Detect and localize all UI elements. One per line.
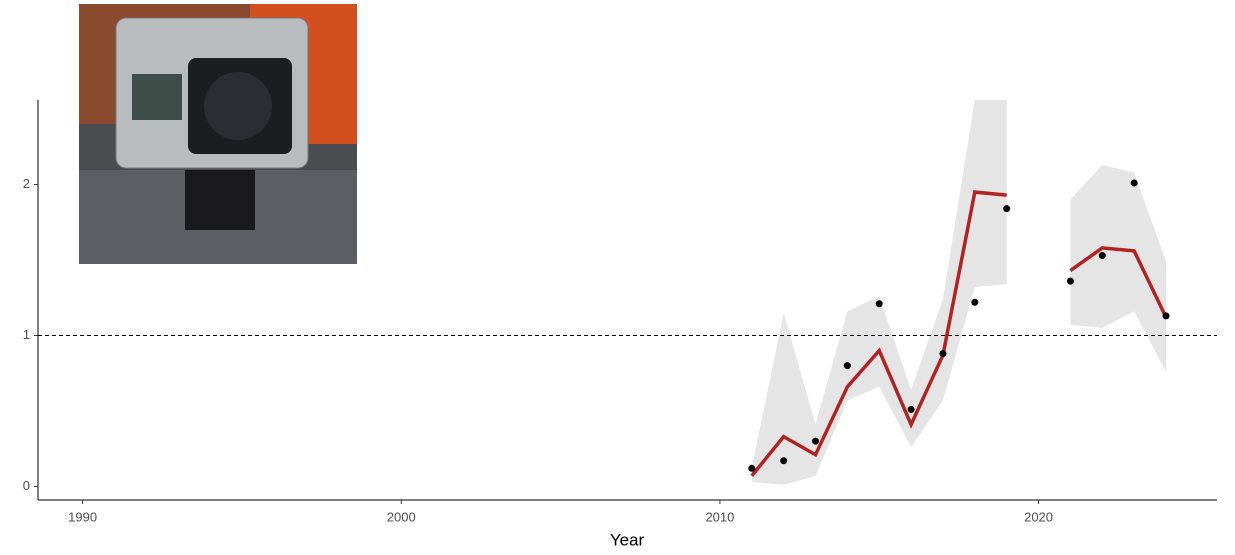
data-point [875, 300, 883, 308]
x-tick-label: 2000 [387, 509, 416, 524]
data-point [748, 464, 756, 472]
x-tick-label: 1990 [68, 509, 97, 524]
data-point [1066, 277, 1074, 285]
data-point [843, 362, 851, 370]
data-point [907, 405, 915, 413]
y-tick-label: 2 [23, 176, 30, 191]
trend-line [1069, 246, 1168, 319]
data-point [1098, 251, 1106, 259]
data-point [780, 457, 788, 465]
confidence-band [751, 100, 1007, 485]
x-axis-title: Year [610, 530, 645, 549]
data-point [1162, 312, 1170, 320]
confidence-band [1070, 164, 1167, 372]
data-point [812, 437, 820, 445]
y-tick-label: 0 [23, 478, 30, 493]
data-point [1003, 205, 1011, 213]
data-point [1130, 179, 1138, 187]
y-tick-label: 1 [23, 327, 30, 342]
photo-inset [79, 4, 357, 264]
x-tick-label: 2010 [705, 509, 734, 524]
data-point [971, 298, 979, 306]
data-point [939, 350, 947, 358]
trend-line [750, 190, 1007, 477]
x-tick-label: 2020 [1024, 509, 1053, 524]
